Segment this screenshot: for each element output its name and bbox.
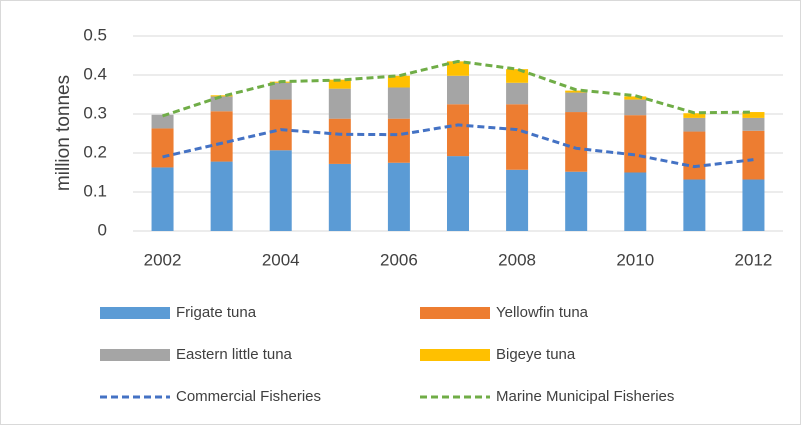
legend-swatch [100,349,170,361]
legend-label: Eastern little tuna [176,346,293,363]
x-tick-label: 2010 [616,250,654,269]
bar-segment [328,118,351,164]
bar-segment [624,172,647,231]
y-tick-label: 0.5 [83,25,107,44]
bar-segment [683,113,706,118]
bar-segment [506,104,529,170]
bar-segment [565,171,588,231]
legend-label: Marine Municipal Fisheries [496,388,674,405]
bar-segment [506,82,529,105]
legend-label: Yellowfin tuna [496,304,589,321]
bar-segment [624,99,647,116]
bar-segment [742,112,765,118]
bar-segment [328,79,351,89]
bar-segment [328,88,351,119]
legend-swatch [420,349,490,361]
bar-segment [565,92,588,113]
y-tick-label: 0 [98,220,107,239]
bar-segment [210,95,233,97]
y-tick-label: 0.1 [83,181,107,200]
bar-segment [210,111,233,162]
bar-segment [565,90,588,93]
bar-segment [210,161,233,231]
x-tick-label: 2002 [144,250,182,269]
bar-segment [683,131,706,180]
bar-segment [328,163,351,231]
bar-segment [269,99,292,151]
x-tick-label: 2006 [380,250,418,269]
bar-segment [742,130,765,180]
bar-segment [387,118,410,163]
x-tick-label: 2012 [735,250,773,269]
bar-segment [387,87,410,119]
bar-segment [269,150,292,231]
y-axis-label: million tonnes [53,75,74,191]
bar-segment [742,179,765,231]
bar-segment [387,75,410,88]
bar-segment [210,96,233,112]
legend-swatch [100,307,170,319]
x-tick-label: 2004 [262,250,300,269]
line-series [162,59,754,118]
y-tick-label: 0.3 [83,103,107,122]
bar-segment [387,162,410,231]
y-tick-label: 0.2 [83,142,107,161]
line-series [162,123,754,169]
legend-swatch [420,307,490,319]
bar-segment [447,75,469,105]
x-tick-label: 2008 [498,250,536,269]
bar-segment [624,115,647,173]
bar-segment [151,167,174,231]
bar-segment [447,156,469,231]
legend-label: Commercial Fisheries [176,388,321,405]
bar-segment [742,117,765,131]
y-tick-label: 0.4 [83,64,107,83]
bar-segment [447,61,469,76]
bar-segment [151,128,174,168]
bar-segment [151,114,174,129]
bar-segment [683,179,706,231]
bar-segment [506,169,529,231]
bar-segment [565,112,588,172]
bar-segment [624,96,647,100]
legend-label: Frigate tuna [176,304,257,321]
bar-segment [683,117,706,132]
legend-label: Bigeye tuna [496,346,576,363]
bar-segment [447,104,469,157]
bar-segment [269,82,292,100]
